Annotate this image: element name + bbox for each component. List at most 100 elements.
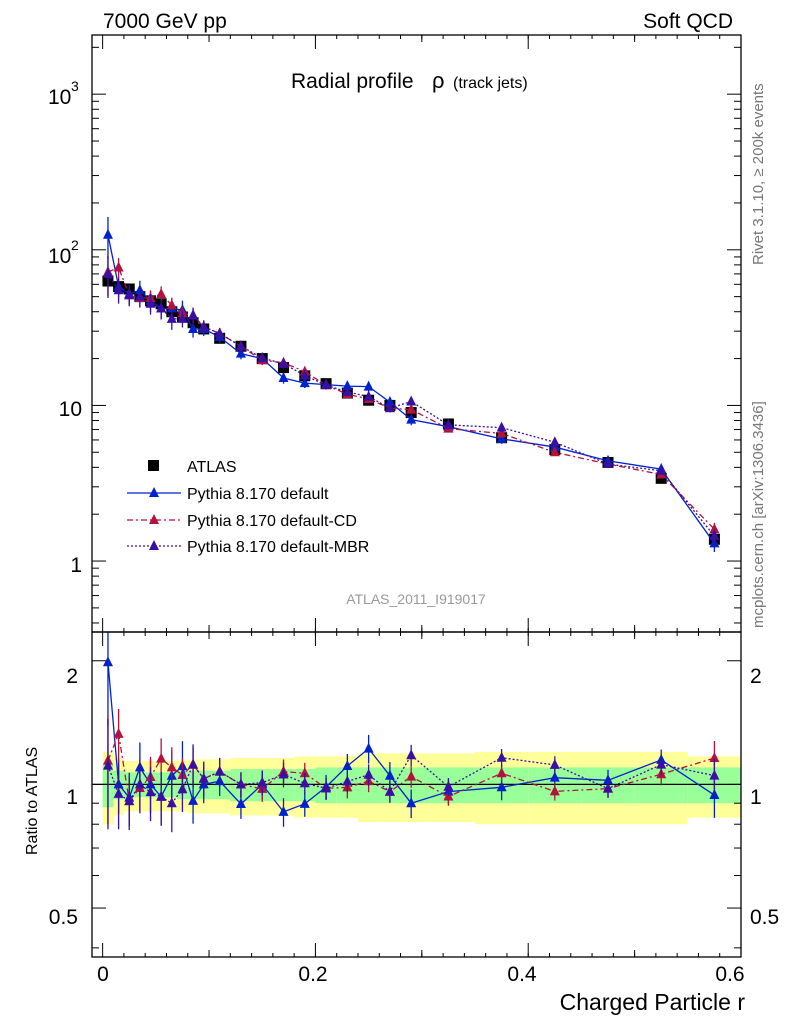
pythia-8-170-default-cd-point: [156, 287, 167, 298]
pythia-8-170-default-mbr-point: [549, 436, 560, 447]
pythia-8-170-default-mbr-point: [145, 297, 156, 308]
title-subtitle: (track jets): [453, 75, 528, 92]
pythia-8-170-default-cd-ratio-point: [299, 767, 310, 778]
pythia-8-170-default-ratio-point: [363, 742, 374, 753]
pythia-8-170-default-mbr-point: [299, 369, 310, 380]
pythia-8-170-default-mbr-ratio-point: [145, 786, 156, 797]
title-symbol: ρ: [432, 68, 445, 93]
pythia-8-170-default-mbr-ratio-point: [443, 780, 454, 791]
pythia-8-170-default-mbr-point: [406, 395, 417, 406]
pythia-8-170-default-cd-ratio-point: [709, 752, 720, 763]
ratio-y-tick-labels: 2 1 0.5 2 1 0.5: [49, 665, 779, 929]
pythia-8-170-default-mbr-point: [257, 351, 268, 362]
pythia-8-170-default-point: [384, 396, 395, 407]
pythia-8-170-default-mbr-point: [188, 309, 199, 320]
pythia-8-170-default-mbr-ratio-point: [134, 778, 145, 789]
pythia-8-170-default-mbr-point: [443, 418, 454, 429]
legend: ATLAS Pythia 8.170 default Pythia 8.170 …: [127, 459, 369, 556]
pythia-8-170-default-point: [363, 380, 374, 391]
pythia-8-170-default-cd-ratio-point: [406, 770, 417, 781]
pythia-8-170-default-ratio-point: [496, 781, 507, 792]
legend-label-mbr: Pythia 8.170 default-MBR: [187, 539, 369, 556]
pythia-8-170-default-mbr-ratio-point: [102, 759, 113, 770]
pythia-8-170-default-cd-point: [406, 403, 417, 414]
pythia-8-170-default-mbr-ratio-point: [384, 785, 395, 796]
y-tick-label-1000-exp: 3: [71, 78, 79, 94]
x-axis-label: Charged Particle r: [560, 989, 746, 1015]
x-tick-labels: 0 0.2 0.4 0.6: [97, 963, 744, 986]
y-tick-label-1000-base: 10: [48, 86, 71, 109]
axis-ticks: [92, 35, 742, 957]
legend-entry-default: Pythia 8.170 default: [127, 486, 329, 503]
pythia-8-170-default-mbr-point: [709, 529, 720, 540]
pythia-8-170-default-mbr-ratio-point: [188, 758, 199, 769]
pythia-8-170-default-mbr-point: [656, 464, 667, 475]
y-tick-label-100-base: 10: [48, 245, 71, 268]
legend-label-cd: Pythia 8.170 default-CD: [187, 513, 357, 530]
pythia-8-170-default-mbr-point: [198, 320, 209, 331]
pythia-8-170-default-cd-point: [496, 427, 507, 438]
pythia-8-170-default-mbr-point: [384, 402, 395, 413]
pythia-8-170-default-mbr-ratio-point: [299, 777, 310, 788]
pythia-8-170-default-mbr-ratio-point: [603, 782, 614, 793]
pythia-8-170-default-cd-ratio-point: [549, 785, 560, 796]
pythia-8-170-default-point: [342, 380, 353, 391]
pythia-8-170-default-ratio-point: [278, 805, 289, 816]
pythia-8-170-default-mbr-point: [496, 421, 507, 432]
plot-title: Radial profile ρ (track jets): [291, 68, 528, 93]
pythia-8-170-default-ratio-point: [342, 760, 353, 771]
pythia-8-170-default-cd-ratio-line: [107, 731, 715, 803]
legend-marker-mbr: [149, 540, 159, 550]
pythia-8-170-default-cd-point: [549, 446, 560, 457]
pythia-8-170-default-mbr-ratio-point: [257, 776, 268, 787]
pythia-8-170-default-point: [299, 377, 310, 388]
pythia-8-170-default-point: [278, 372, 289, 383]
legend-marker-square: [148, 460, 159, 471]
pythia-8-170-default-mbr-ratio-point: [214, 765, 225, 776]
legend-marker-default: [149, 487, 159, 497]
y-tick-label-1: 1: [70, 554, 82, 577]
pythia-8-170-default-mbr-point: [124, 289, 135, 300]
pythia-8-170-default-ratio-point: [384, 769, 395, 780]
pythia-8-170-default-mbr-point: [321, 379, 332, 390]
pythia-8-170-default-mbr-point: [235, 340, 246, 351]
pythia-8-170-default-mbr-ratio-point: [156, 790, 167, 801]
pythia-8-170-default-ratio-point: [299, 797, 310, 808]
pythia-8-170-default-mbr-ratio-point: [321, 782, 332, 793]
x-tick-0-6: 0.6: [715, 963, 744, 986]
pythia-8-170-default-mbr-ratio-point: [278, 768, 289, 779]
pythia-8-170-default-mbr-ratio-point: [113, 787, 124, 798]
pythia-8-170-default-ratio-point: [235, 798, 246, 809]
pythia-8-170-default-ratio-point: [188, 794, 199, 805]
ratio-y-axis-label: Ratio to ATLAS: [24, 747, 41, 855]
pythia-8-170-default-mbr-ratio-point: [709, 769, 720, 780]
pythia-8-170-default-mbr-point: [113, 284, 124, 295]
upper-y-tick-labels: 10 3 10 2 10 1: [48, 78, 82, 577]
pythia-8-170-default-mbr-ratio-point: [198, 772, 209, 783]
pythia-8-170-default-mbr-ratio-point: [363, 768, 374, 779]
pythia-8-170-default-mbr-ratio-point: [342, 775, 353, 786]
pythia-8-170-default-cd-ratio-point: [496, 767, 507, 778]
pythia-8-170-default-mbr-ratio-point: [177, 783, 188, 794]
pythia-8-170-default-mbr-point: [177, 312, 188, 323]
pythia-8-170-default-mbr-ratio-point: [549, 758, 560, 769]
ratio-plot-frame: [91, 631, 742, 958]
pythia-8-170-default-mbr-point: [363, 390, 374, 401]
ratio-tick-0-5: 0.5: [49, 906, 78, 929]
pythia-8-170-default-cd-point: [166, 299, 177, 310]
pythia-8-170-default-cd-ratio-point: [113, 727, 124, 738]
pythia-8-170-default-point: [188, 322, 199, 333]
x-tick-0-2: 0.2: [298, 963, 327, 986]
pythia-8-170-default-cd-ratio-point: [166, 761, 177, 772]
pythia-8-170-default-mbr-point: [166, 312, 177, 323]
y-tick-label-100-exp: 2: [71, 237, 79, 253]
ratio-tick-right-2: 2: [750, 665, 762, 688]
pythia-8-170-default-mbr-point: [342, 385, 353, 396]
pythia-8-170-default-mbr-point: [134, 290, 145, 301]
pythia-8-170-default-mbr-ratio-point: [406, 749, 417, 760]
legend-entry-atlas: ATLAS: [148, 459, 237, 476]
energy-label: 7000 GeV pp: [103, 10, 227, 33]
x-tick-0-4: 0.4: [507, 963, 537, 986]
pythia-8-170-default-mbr-point: [102, 267, 113, 278]
